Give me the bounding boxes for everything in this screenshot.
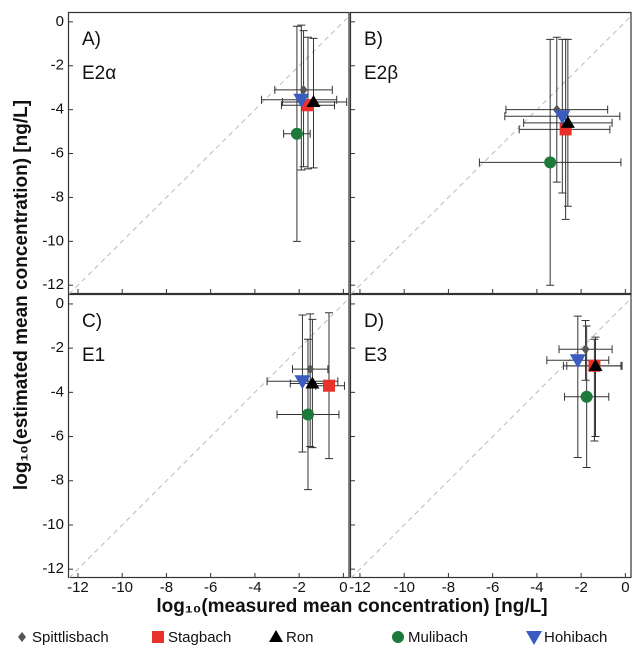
marker	[299, 84, 308, 95]
y-tick-label: -6	[51, 428, 64, 445]
marker	[322, 379, 335, 392]
x-tick-label: -10	[393, 579, 415, 596]
x-tick-label: -4	[248, 579, 261, 596]
panel-frame	[349, 11, 632, 295]
y-tick-label: -10	[42, 232, 64, 249]
marker	[569, 354, 586, 369]
y-tick-label: -10	[42, 516, 64, 533]
y-tick-label: -6	[51, 145, 64, 162]
y-tick-label: -12	[42, 560, 64, 577]
x-tick-label: -6	[486, 579, 499, 596]
x-tick-label: -8	[160, 579, 173, 596]
legend-label: Hohibach	[544, 629, 607, 646]
y-tick-label: 0	[56, 13, 64, 30]
marker	[290, 127, 303, 140]
legend-marker	[269, 630, 283, 642]
x-tick-label: -8	[442, 579, 455, 596]
x-tick-label: -6	[204, 579, 217, 596]
y-tick-label: -4	[51, 101, 64, 118]
marker	[581, 344, 590, 355]
x-tick-label: 0	[339, 579, 347, 596]
x-axis-label: log₁₀(measured mean concentration) [ng/L…	[156, 596, 547, 617]
x-tick-label: -2	[292, 579, 305, 596]
identity-line	[68, 296, 351, 579]
x-tick-label: -10	[111, 579, 133, 596]
panel-frame	[349, 293, 632, 579]
marker	[588, 358, 603, 371]
y-axis-label: log₁₀(estimated mean concentration) [ng/…	[11, 100, 32, 490]
y-tick-label: -2	[51, 339, 64, 356]
y-tick-label: -8	[51, 188, 64, 205]
marker	[306, 94, 321, 107]
y-tick-label: -2	[51, 57, 64, 74]
panel-frame	[67, 293, 350, 579]
panel-subtitle: E1	[82, 345, 105, 366]
panel-subtitle: E2β	[364, 63, 398, 84]
legend-label: Spittlisbach	[32, 629, 109, 646]
legend-label: Stagbach	[168, 629, 231, 646]
legend-label: Ron	[286, 629, 314, 646]
legend-marker	[18, 632, 26, 642]
marker	[293, 93, 310, 108]
marker	[544, 156, 557, 169]
y-error-bar	[591, 336, 600, 438]
y-tick-label: -8	[51, 472, 64, 489]
legend-marker	[152, 631, 164, 643]
x-tick-label: -12	[67, 579, 89, 596]
identity-line	[350, 14, 632, 295]
y-tick-label: -12	[42, 276, 64, 293]
marker	[305, 376, 320, 389]
marker	[560, 115, 575, 128]
panel-frame	[67, 11, 350, 295]
marker	[580, 390, 593, 403]
y-tick-label: -4	[51, 383, 64, 400]
marker	[301, 408, 314, 421]
y-tick-label: 0	[56, 295, 64, 312]
marker	[294, 375, 311, 390]
x-tick-label: 0	[621, 579, 629, 596]
x-tick-label: -4	[530, 579, 543, 596]
marker	[554, 110, 571, 125]
panel-subtitle: E2α	[82, 63, 116, 84]
panel-subtitle: E3	[364, 345, 387, 366]
identity-line	[68, 14, 351, 295]
y-error-bar	[590, 338, 599, 442]
x-tick-label: -12	[349, 579, 371, 596]
identity-line	[350, 296, 632, 579]
legend-marker	[392, 631, 404, 643]
x-tick-label: -2	[574, 579, 587, 596]
panel-label: D)	[364, 311, 384, 332]
y-error-bar	[573, 315, 582, 459]
legend-label: Mulibach	[408, 629, 468, 646]
panel-label: B)	[364, 29, 383, 50]
legend-marker	[526, 631, 542, 645]
panel-label: C)	[82, 311, 102, 332]
panel-label: A)	[82, 29, 101, 50]
marker	[306, 364, 315, 375]
